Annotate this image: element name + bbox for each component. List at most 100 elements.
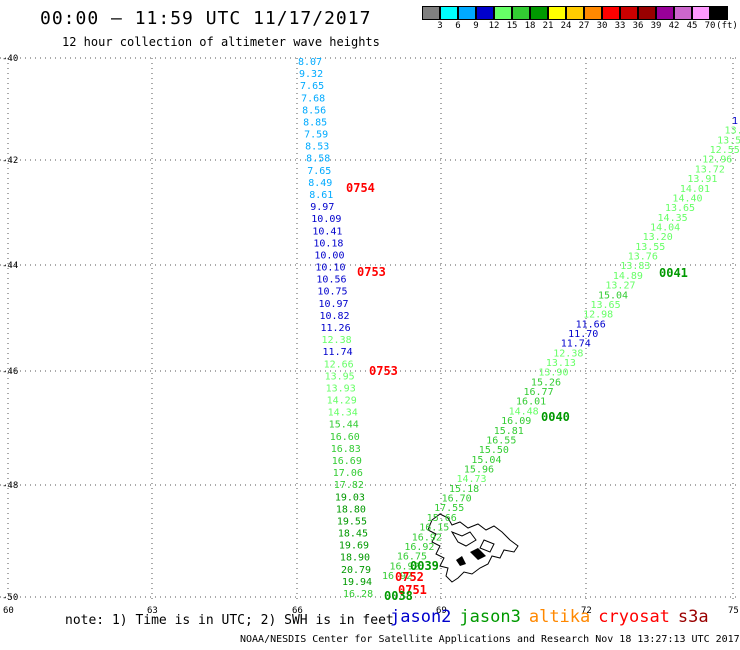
pass-time-label: 0754 [346, 181, 375, 195]
pass-time-label: 0752 [395, 570, 424, 584]
scale-tick-label: 12 [488, 21, 500, 31]
swh-value: 16.75 [397, 552, 427, 563]
swh-value: 19.55 [337, 516, 367, 527]
lat-label: -46 [2, 367, 18, 377]
swh-value: 14.04 [650, 222, 680, 233]
pass-time-label: 0040 [541, 410, 570, 424]
swh-value: 13.5 [725, 126, 740, 137]
satellite-jason2: jason2 [390, 607, 452, 627]
swh-value: 13.76 [628, 252, 658, 263]
swh-value: 20.79 [341, 565, 371, 576]
swh-value: 8.85 [303, 117, 327, 128]
swh-value: 12.38 [322, 335, 352, 346]
swh-value: 13.5 [717, 135, 740, 146]
scale-tick-label: 9 [473, 21, 479, 31]
track-east: 113.513.512.5512.9613.7213.9114.0114.401… [382, 116, 740, 582]
satellite-cryosat: cryosat [598, 607, 670, 627]
swh-value: 10.97 [318, 299, 348, 310]
lat-label: -40 [2, 54, 18, 64]
swh-value: 15.96 [464, 465, 494, 476]
swh-value: 10.09 [311, 214, 341, 225]
swh-value: 12.66 [324, 359, 354, 370]
scale-swatch [440, 6, 458, 20]
lat-label: -44 [2, 261, 18, 271]
pass-time-label: 0753 [357, 265, 386, 279]
swh-value: 16.92 [382, 571, 412, 582]
axis-labels: -40 -42 -44 -46 -48 -50 60 63 66 69 72 75 [2, 54, 739, 616]
swh-value: 12.55 [710, 145, 740, 156]
swh-value: 10.18 [313, 238, 343, 249]
swh-value: 15.26 [531, 377, 561, 388]
swh-value: 8.53 [305, 142, 329, 153]
satellite-jason3: jason3 [459, 607, 521, 627]
swh-value: 14.29 [327, 396, 357, 407]
scale-swatch [458, 6, 476, 20]
swh-value: 17.55 [434, 503, 464, 514]
swh-value: 10.75 [317, 287, 347, 298]
satellite-altika: altika [528, 607, 591, 627]
scale-tick-label: 45 [686, 21, 698, 31]
swh-value: 7.65 [300, 81, 324, 92]
swh-value: 17.82 [334, 480, 364, 491]
swh-value: 16.70 [442, 494, 472, 505]
scale-swatch [548, 6, 566, 20]
scale-swatch [476, 6, 494, 20]
swh-value: 18.45 [338, 529, 368, 540]
lon-label: 60 [3, 606, 14, 616]
swh-value: 12.98 [583, 310, 613, 321]
scale-tick-label: 3 [437, 21, 443, 31]
swh-value: 16.92 [389, 561, 419, 572]
scale-tick-label: 27 [578, 21, 590, 31]
pass-time-label: 0039 [410, 559, 439, 573]
swh-value: 16.28 [343, 589, 373, 600]
swh-value: 13.83 [620, 261, 650, 272]
pass-time-label: 0038 [384, 589, 413, 603]
swh-value: 12.96 [702, 155, 732, 166]
scale-swatch [584, 6, 602, 20]
scale-tick-label: 15 [506, 21, 518, 31]
swh-value: 8.07 [298, 57, 322, 68]
pass-time-label: 0041 [659, 266, 688, 280]
swh-value: 13.13 [546, 358, 576, 369]
scale-tick-label: 24 [560, 21, 572, 31]
scale-tick-label: 33 [614, 21, 626, 31]
lon-label: 72 [581, 606, 592, 616]
swh-value: 10.56 [316, 275, 346, 286]
swh-value: 11.74 [323, 347, 353, 358]
island-fill [456, 548, 486, 566]
page-subtitle: 12 hour collection of altimeter wave hei… [62, 35, 380, 49]
lat-label: -48 [2, 481, 18, 491]
scale-swatch [530, 6, 548, 20]
scale-tick-label: 18 [524, 21, 536, 31]
scale-swatch [692, 6, 710, 20]
track-west: 8.079.327.657.688.568.857.598.538.587.65… [298, 57, 373, 600]
lon-label: 69 [436, 606, 447, 616]
swh-value: 16.01 [516, 397, 546, 408]
swh-value: 16.92 [404, 542, 434, 553]
swh-value: 11.66 [576, 319, 606, 330]
swh-value: 16.09 [501, 416, 531, 427]
swh-value: 11.70 [568, 329, 598, 340]
swh-value: 19.94 [342, 577, 372, 588]
swh-value: 13.72 [695, 164, 725, 175]
swh-value: 14.35 [658, 213, 688, 224]
footnote: note: 1) Time is in UTC; 2) SWH is in fe… [65, 613, 394, 628]
scale-swatch [566, 6, 584, 20]
swh-value: 13.65 [591, 300, 621, 311]
swh-value: 14.40 [672, 193, 702, 204]
swh-value: 15.81 [494, 426, 524, 437]
swh-value: 7.59 [304, 130, 328, 141]
island-outline [427, 513, 519, 583]
swh-value: 17.06 [333, 468, 363, 479]
swh-value: 18.80 [336, 504, 366, 515]
satellite-legend: jason2 jason3 altika cryosat s3a [390, 607, 717, 627]
scale-unit: (ft) [716, 21, 738, 31]
scale-tick-label: 6 [455, 21, 461, 31]
scale-tick-label: 39 [650, 21, 662, 31]
scale-swatch [620, 6, 638, 20]
swh-value: 16.55 [486, 435, 516, 446]
swh-value: 14.48 [509, 406, 539, 417]
swh-value: 16.83 [331, 444, 361, 455]
